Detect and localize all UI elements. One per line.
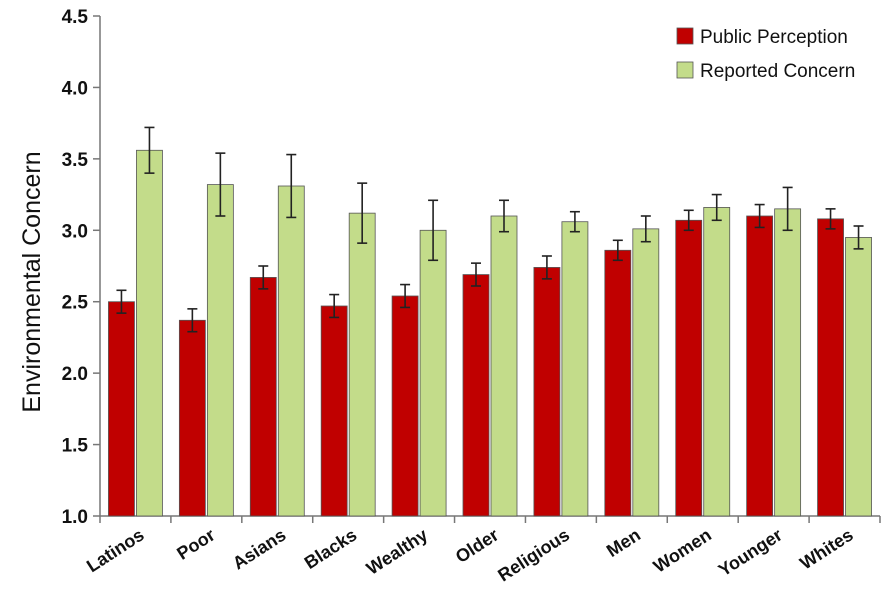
x-category-label: Religious — [494, 525, 573, 586]
x-category-label: Younger — [715, 525, 786, 581]
bar-reported-concern — [206, 184, 234, 517]
legend-label: Public Perception — [700, 27, 848, 48]
y-axis-title: Environmental Concern — [18, 151, 46, 412]
legend-swatch-reported-concern — [676, 61, 694, 79]
bar-reported-concern — [419, 229, 447, 517]
x-category-label: Women — [650, 525, 715, 577]
legend: Public Perception Reported Concern — [676, 27, 855, 82]
bar-public-perception — [249, 277, 277, 517]
y-tick-label: 3.0 — [62, 221, 88, 242]
bar-reported-concern — [277, 185, 305, 517]
x-axis: Latinos Poor Asians Blacks Wealthy OlderRelig… — [83, 515, 881, 586]
x-category-label: Older — [452, 525, 502, 567]
bar-reported-concern — [774, 208, 802, 517]
bar-reported-concern — [490, 215, 518, 517]
y-tick-label: 2.0 — [62, 364, 88, 385]
x-category-label: Asians — [229, 525, 289, 574]
y-tick-label: 1.0 — [62, 507, 88, 528]
y-axis: 1.0 1.5 2.0 2.5 3.0 3.5 4.0 4.5 — [62, 7, 101, 528]
bar-public-perception — [320, 305, 348, 517]
bars — [108, 149, 872, 517]
x-category-label: Wealthy — [363, 525, 431, 579]
legend-label: Reported Concern — [700, 61, 855, 82]
legend-swatch-public-perception — [676, 27, 694, 45]
bar-public-perception — [108, 301, 135, 517]
bar-reported-concern — [136, 149, 163, 517]
bar-reported-concern — [632, 228, 660, 517]
x-category-label: Latinos — [83, 525, 148, 577]
y-tick-label: 4.5 — [62, 7, 89, 28]
x-category-label: Men — [603, 525, 644, 561]
x-category-label: Blacks — [301, 525, 361, 573]
bar-reported-concern — [561, 221, 589, 517]
y-tick-label: 4.0 — [62, 78, 88, 99]
bar-public-perception — [746, 215, 774, 517]
y-tick-label: 1.5 — [62, 436, 89, 457]
x-category-label: Poor — [173, 525, 218, 564]
x-category-label: Whites — [796, 525, 856, 574]
bar-public-perception — [817, 218, 844, 517]
bar-public-perception — [533, 267, 561, 517]
bar-public-perception — [462, 274, 490, 517]
bar-public-perception — [604, 249, 632, 517]
bar-reported-concern — [348, 212, 376, 517]
bar-public-perception — [675, 219, 703, 517]
error-bars — [116, 126, 864, 333]
bar-public-perception — [178, 319, 206, 517]
bar-reported-concern — [703, 207, 731, 517]
bar-reported-concern — [845, 237, 872, 517]
y-tick-label: 3.5 — [62, 150, 89, 171]
y-tick-label: 2.5 — [62, 293, 89, 314]
bar-public-perception — [391, 295, 419, 517]
